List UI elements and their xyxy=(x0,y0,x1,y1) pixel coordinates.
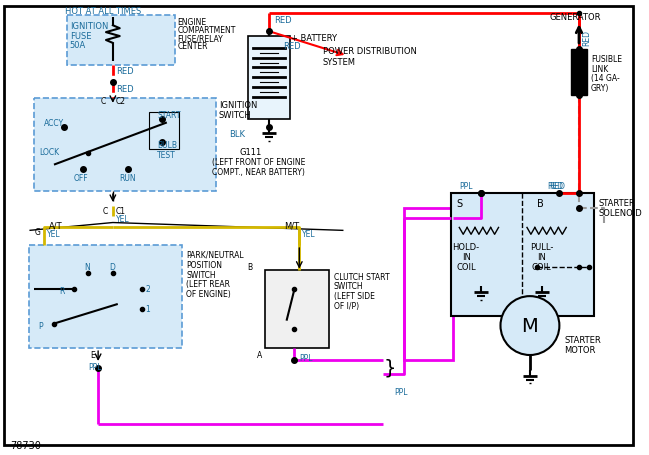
Text: PPL: PPL xyxy=(88,362,102,371)
Text: FUSE/RELAY: FUSE/RELAY xyxy=(178,34,223,43)
Bar xyxy=(571,50,587,96)
Text: GRY): GRY) xyxy=(591,84,609,93)
Text: COIL: COIL xyxy=(456,262,476,271)
Text: (LEFT FRONT OF ENGINE: (LEFT FRONT OF ENGINE xyxy=(212,157,305,167)
Text: STARTER: STARTER xyxy=(564,336,601,344)
Text: MOTOR: MOTOR xyxy=(564,345,596,354)
Text: A: A xyxy=(257,350,262,359)
Text: IGNITION: IGNITION xyxy=(219,101,257,110)
Text: 2: 2 xyxy=(145,285,150,293)
Text: FUSIBLE: FUSIBLE xyxy=(591,55,622,64)
Text: YEL: YEL xyxy=(47,230,61,239)
Text: OFF: OFF xyxy=(73,174,88,183)
Text: PULL-: PULL- xyxy=(530,243,554,252)
Bar xyxy=(452,194,594,316)
Bar xyxy=(265,270,329,349)
Text: C2: C2 xyxy=(116,97,126,106)
Text: ACCY: ACCY xyxy=(44,118,64,127)
Text: RED: RED xyxy=(274,16,291,25)
Text: FUSE: FUSE xyxy=(69,32,91,41)
Text: IGNITION: IGNITION xyxy=(69,22,108,31)
Text: PPL: PPL xyxy=(459,182,472,191)
Text: POWER DISTRIBUTION: POWER DISTRIBUTION xyxy=(323,47,417,56)
Bar xyxy=(67,16,175,66)
Text: BLK: BLK xyxy=(228,130,245,139)
Text: SWITCH: SWITCH xyxy=(186,270,216,279)
Text: E: E xyxy=(90,350,95,359)
Text: G: G xyxy=(34,228,40,237)
Text: TEST: TEST xyxy=(157,151,176,160)
Text: OF ENGINE): OF ENGINE) xyxy=(186,290,231,298)
Text: COMPARTMENT: COMPARTMENT xyxy=(178,26,236,35)
Text: G111: G111 xyxy=(239,147,262,157)
Text: 1: 1 xyxy=(145,304,150,313)
Text: COMPT., NEAR BATTERY): COMPT., NEAR BATTERY) xyxy=(212,167,305,176)
Circle shape xyxy=(500,297,559,355)
Text: SWITCH: SWITCH xyxy=(334,282,363,291)
Text: R: R xyxy=(59,287,64,296)
Text: PARK/NEUTRAL: PARK/NEUTRAL xyxy=(186,250,244,259)
Text: STARTER: STARTER xyxy=(598,198,635,207)
Text: GENERATOR: GENERATOR xyxy=(550,12,601,21)
Text: ENGINE: ENGINE xyxy=(178,18,207,27)
Text: SWITCH: SWITCH xyxy=(219,111,252,119)
Text: B: B xyxy=(537,198,544,208)
Bar xyxy=(249,37,289,120)
Text: CENTER: CENTER xyxy=(178,42,208,51)
Text: IN: IN xyxy=(537,253,546,261)
Bar xyxy=(34,99,216,192)
Bar xyxy=(29,246,182,349)
Bar xyxy=(149,112,178,150)
Text: P: P xyxy=(38,321,43,330)
Text: SOLENOID: SOLENOID xyxy=(598,208,643,217)
Text: YEL: YEL xyxy=(302,230,316,239)
Text: HOT AT ALL TIMES: HOT AT ALL TIMES xyxy=(65,7,141,15)
Text: COIL: COIL xyxy=(532,262,552,271)
Text: (LEFT REAR: (LEFT REAR xyxy=(186,280,230,289)
Text: 78730: 78730 xyxy=(10,440,41,450)
Text: LINK: LINK xyxy=(591,65,608,73)
Text: RED: RED xyxy=(116,67,134,76)
Text: A/T: A/T xyxy=(49,221,63,230)
Text: BULB: BULB xyxy=(157,141,177,150)
Text: C: C xyxy=(103,207,108,215)
Text: }: } xyxy=(384,358,396,377)
Text: POSITION: POSITION xyxy=(186,260,223,269)
Text: YEL: YEL xyxy=(116,214,129,223)
Text: M: M xyxy=(522,316,538,335)
Text: RUN: RUN xyxy=(119,174,136,183)
Text: (14 GA-: (14 GA- xyxy=(591,74,620,83)
Text: B: B xyxy=(247,262,252,271)
Text: S: S xyxy=(456,198,463,208)
Text: PPL: PPL xyxy=(395,388,408,396)
Text: RED: RED xyxy=(550,182,565,191)
Text: N: N xyxy=(84,262,90,271)
Text: D: D xyxy=(109,262,115,271)
Text: PPL: PPL xyxy=(299,353,313,362)
Text: OF I/P): OF I/P) xyxy=(334,301,359,310)
Text: C1: C1 xyxy=(116,207,126,215)
Text: RED: RED xyxy=(284,42,301,51)
Text: 50A: 50A xyxy=(69,41,86,50)
Text: CLUTCH START: CLUTCH START xyxy=(334,272,389,281)
Text: + BATTERY: + BATTERY xyxy=(291,34,337,43)
Text: SYSTEM: SYSTEM xyxy=(323,57,356,66)
Text: HOLD-: HOLD- xyxy=(452,243,480,252)
Text: (LEFT SIDE: (LEFT SIDE xyxy=(334,292,374,301)
Text: IN: IN xyxy=(461,253,471,261)
Text: LOCK: LOCK xyxy=(39,147,59,157)
Text: C: C xyxy=(101,97,106,106)
Text: M/T: M/T xyxy=(285,221,300,230)
Text: RED: RED xyxy=(582,30,591,46)
Text: RED: RED xyxy=(116,85,134,94)
Text: START: START xyxy=(157,111,180,119)
Bar xyxy=(404,208,454,360)
Text: RED: RED xyxy=(548,182,563,191)
